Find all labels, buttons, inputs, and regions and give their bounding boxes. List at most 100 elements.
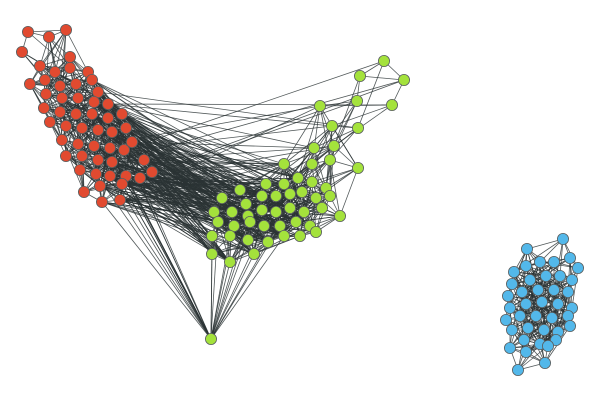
- edge-red-green: [109, 147, 213, 255]
- edge-outlier: [119, 199, 212, 340]
- node-red: [120, 122, 133, 135]
- node-blue: [507, 265, 520, 278]
- edge-green-green: [283, 105, 321, 165]
- node-blue: [550, 333, 563, 346]
- node-red: [49, 66, 62, 79]
- node-green: [353, 70, 366, 83]
- node-red: [60, 23, 73, 36]
- edge-green-green: [295, 215, 341, 223]
- edge-red-green: [131, 141, 315, 149]
- node-green: [205, 247, 218, 260]
- node-green: [277, 157, 290, 170]
- edge-red-green: [97, 129, 241, 191]
- node-blue: [540, 269, 553, 282]
- node-blue: [562, 285, 575, 298]
- node-red: [60, 149, 73, 162]
- node-red: [40, 88, 53, 101]
- node-red: [92, 153, 105, 166]
- node-green: [309, 191, 322, 204]
- node-green: [333, 209, 346, 222]
- node-blue: [572, 261, 585, 274]
- node-red: [56, 92, 69, 105]
- edge-blue-blue: [511, 315, 569, 331]
- node-green: [351, 161, 364, 174]
- node-blue: [534, 255, 547, 268]
- edge-green-green: [331, 104, 393, 127]
- node-green: [233, 183, 246, 196]
- node-red: [116, 177, 129, 190]
- edge-red-red: [29, 67, 71, 85]
- node-red: [70, 108, 83, 121]
- node-blue: [522, 321, 535, 334]
- node-green: [259, 177, 272, 190]
- edge-blue-blue: [526, 238, 564, 250]
- edge-blue-blue: [529, 257, 571, 281]
- node-green: [350, 95, 363, 108]
- node-blue: [562, 309, 575, 322]
- node-red: [94, 179, 107, 192]
- node-green: [313, 100, 326, 113]
- node-green: [223, 229, 236, 242]
- node-blue: [530, 309, 543, 322]
- node-blue: [548, 255, 561, 268]
- edge-red-green: [119, 199, 255, 255]
- edge-red-red: [59, 111, 109, 119]
- edge-blue-blue: [571, 267, 579, 309]
- node-green: [215, 191, 228, 204]
- node-blue: [499, 313, 512, 326]
- edge-blue-blue: [529, 279, 569, 293]
- edge-outlier: [210, 239, 249, 340]
- edge-green-green: [283, 125, 333, 165]
- node-red: [88, 96, 101, 109]
- node-green: [289, 215, 302, 228]
- edge-green-green: [331, 125, 359, 169]
- edge-green-green: [311, 167, 359, 183]
- node-red: [106, 155, 119, 168]
- edge-green-green: [333, 75, 361, 147]
- edge-red-green: [99, 185, 219, 223]
- node-green: [241, 233, 254, 246]
- node-red: [116, 108, 129, 121]
- node-red: [102, 98, 115, 111]
- node-blue: [520, 259, 533, 272]
- node-green: [385, 99, 398, 112]
- node-blue: [514, 309, 527, 322]
- node-red: [34, 60, 47, 73]
- node-blue: [564, 251, 577, 264]
- node-blue: [518, 333, 531, 346]
- node-blue: [505, 323, 518, 336]
- edge-red-red: [111, 161, 121, 201]
- node-green: [277, 177, 290, 190]
- node-green: [211, 215, 224, 228]
- node-green: [297, 205, 310, 218]
- edge-red-red: [27, 31, 71, 69]
- node-red: [106, 126, 119, 139]
- node-green: [269, 189, 282, 202]
- node-red: [76, 149, 89, 162]
- edge-red-green: [119, 195, 263, 201]
- nodes-layer: [15, 23, 585, 376]
- edge-red-green: [121, 183, 277, 197]
- edge-red-red: [43, 107, 93, 115]
- node-blue: [503, 301, 516, 314]
- node-blue: [532, 283, 545, 296]
- edge-outlier: [210, 253, 255, 340]
- node-red: [92, 124, 105, 137]
- node-green: [315, 201, 328, 214]
- edge-green-green: [297, 105, 321, 179]
- node-blue: [538, 323, 551, 336]
- node-green: [269, 205, 282, 218]
- edge-red-green: [107, 103, 315, 149]
- edge-green-green: [339, 167, 359, 217]
- edge-green-green: [295, 195, 331, 223]
- node-green: [283, 187, 296, 200]
- node-red: [60, 120, 73, 133]
- node-green: [397, 74, 410, 87]
- edge-green-green: [315, 195, 331, 233]
- node-red: [21, 25, 34, 38]
- node-green: [305, 157, 318, 170]
- edge-blue-blue: [511, 261, 555, 285]
- edge-red-green: [107, 103, 393, 106]
- node-red: [126, 135, 139, 148]
